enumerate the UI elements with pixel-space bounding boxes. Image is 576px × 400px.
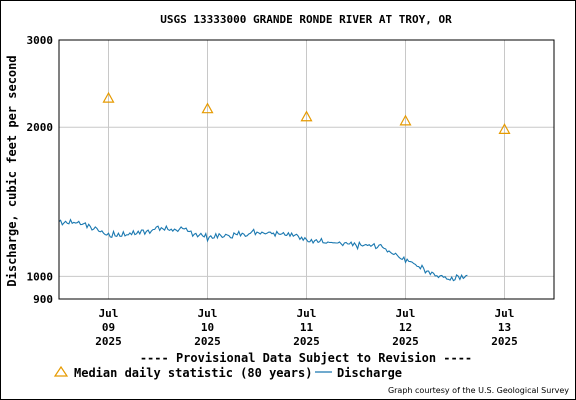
median-marker — [300, 110, 313, 122]
x-tick-label: 13 — [498, 321, 511, 334]
x-tick-label: Jul — [198, 307, 218, 320]
plot-series — [58, 91, 511, 282]
median-marker — [498, 123, 511, 134]
legend-median-label: Median daily statistic (80 years) — [74, 366, 312, 380]
axis-ticks: 300020001000900Jul092025Jul102025Jul1120… — [27, 34, 518, 348]
x-tick-label: Jul — [297, 307, 317, 320]
x-tick-label: 2025 — [293, 335, 320, 348]
discharge-line — [58, 218, 468, 282]
chart-title: USGS 13333000 GRANDE RONDE RIVER AT TROY… — [160, 13, 452, 26]
x-tick-label: Jul — [396, 307, 416, 320]
x-tick-label: 2025 — [95, 335, 122, 348]
x-tick-label: 2025 — [392, 335, 419, 348]
median-marker — [399, 114, 412, 126]
x-tick-label: Jul — [495, 307, 515, 320]
legend-median-symbol — [53, 365, 69, 377]
provisional-note: ---- Provisional Data Subject to Revisio… — [140, 351, 472, 365]
median-marker — [102, 91, 115, 103]
x-tick-label: 10 — [201, 321, 214, 334]
y-tick-label: 3000 — [27, 34, 54, 47]
y-tick-label: 2000 — [27, 121, 54, 134]
y-axis-label: Discharge, cubic feet per second — [5, 55, 19, 286]
legend-discharge-label: Discharge — [337, 366, 402, 380]
plot-border — [58, 39, 555, 300]
x-tick-label: 2025 — [194, 335, 221, 348]
x-tick-label: 12 — [399, 321, 412, 334]
plot-grid — [59, 39, 554, 300]
y-tick-label: 900 — [33, 293, 53, 306]
x-tick-label: 2025 — [491, 335, 518, 348]
x-tick-label: 09 — [102, 321, 115, 334]
credit-text: Graph courtesy of the U.S. Geological Su… — [388, 386, 569, 395]
y-tick-label: 1000 — [27, 270, 54, 283]
median-marker — [201, 102, 214, 114]
x-tick-label: Jul — [99, 307, 119, 320]
x-tick-label: 11 — [300, 321, 314, 334]
